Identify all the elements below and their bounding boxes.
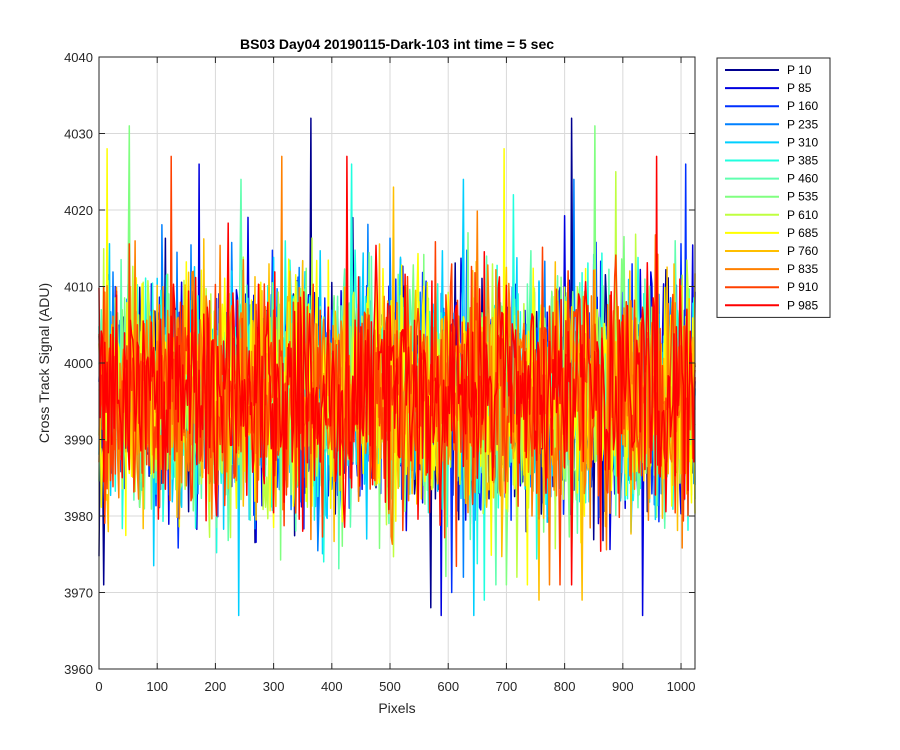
y-tick-label: 4030	[64, 127, 93, 142]
x-tick-label: 700	[496, 679, 518, 694]
legend-entry: P 610	[787, 208, 818, 222]
x-tick-label: 100	[146, 679, 168, 694]
legend-entry: P 460	[787, 172, 818, 186]
legend-entry: P 385	[787, 154, 818, 168]
x-tick-label: 1000	[667, 679, 696, 694]
series-line-p-985	[98, 155, 696, 586]
y-axis-label: Cross Track Signal (ADU)	[36, 283, 52, 443]
y-tick-label: 3980	[64, 509, 93, 524]
ticks: 0 100 200 300 400 500 600 700 800 900 1000 3960 3970…	[64, 50, 695, 694]
x-tick-label: 500	[379, 679, 401, 694]
x-tick-label: 0	[95, 679, 102, 694]
legend-entry: P 85	[787, 81, 812, 95]
y-tick-label: 3990	[64, 433, 93, 448]
y-tick-label: 3970	[64, 586, 93, 601]
legend-entry: P 310	[787, 135, 818, 149]
y-tick-label: 4010	[64, 280, 93, 295]
y-tick-label: 4020	[64, 203, 93, 218]
x-tick-label: 300	[263, 679, 285, 694]
legend-entry: P 235	[787, 117, 818, 131]
legend-box	[716, 57, 831, 318]
legend-entry: P 760	[787, 244, 818, 258]
y-tick-label: 4040	[64, 50, 93, 65]
series-lines	[98, 117, 696, 617]
x-tick-label: 600	[437, 679, 459, 694]
x-tick-label: 200	[205, 679, 227, 694]
legend: P 10 P 85 P 160 P 235 P 310 P 385 P 460 P 535 P …	[716, 57, 831, 318]
y-tick-label: 4000	[64, 356, 93, 371]
legend-entry: P 910	[787, 280, 818, 294]
legend-entry: P 835	[787, 262, 818, 276]
legend-entry: P 10	[787, 63, 812, 77]
y-tick-label: 3960	[64, 662, 93, 677]
x-axis-label: Pixels	[378, 700, 415, 716]
x-tick-label: 400	[321, 679, 343, 694]
x-tick-label: 900	[612, 679, 634, 694]
legend-entry: P 160	[787, 99, 818, 113]
legend-entry: P 685	[787, 226, 818, 240]
legend-entry: P 985	[787, 298, 818, 312]
x-tick-label: 800	[554, 679, 576, 694]
chart-title: BS03 Day04 20190115-Dark-103 int time = …	[240, 36, 554, 52]
legend-entry: P 535	[787, 190, 818, 204]
